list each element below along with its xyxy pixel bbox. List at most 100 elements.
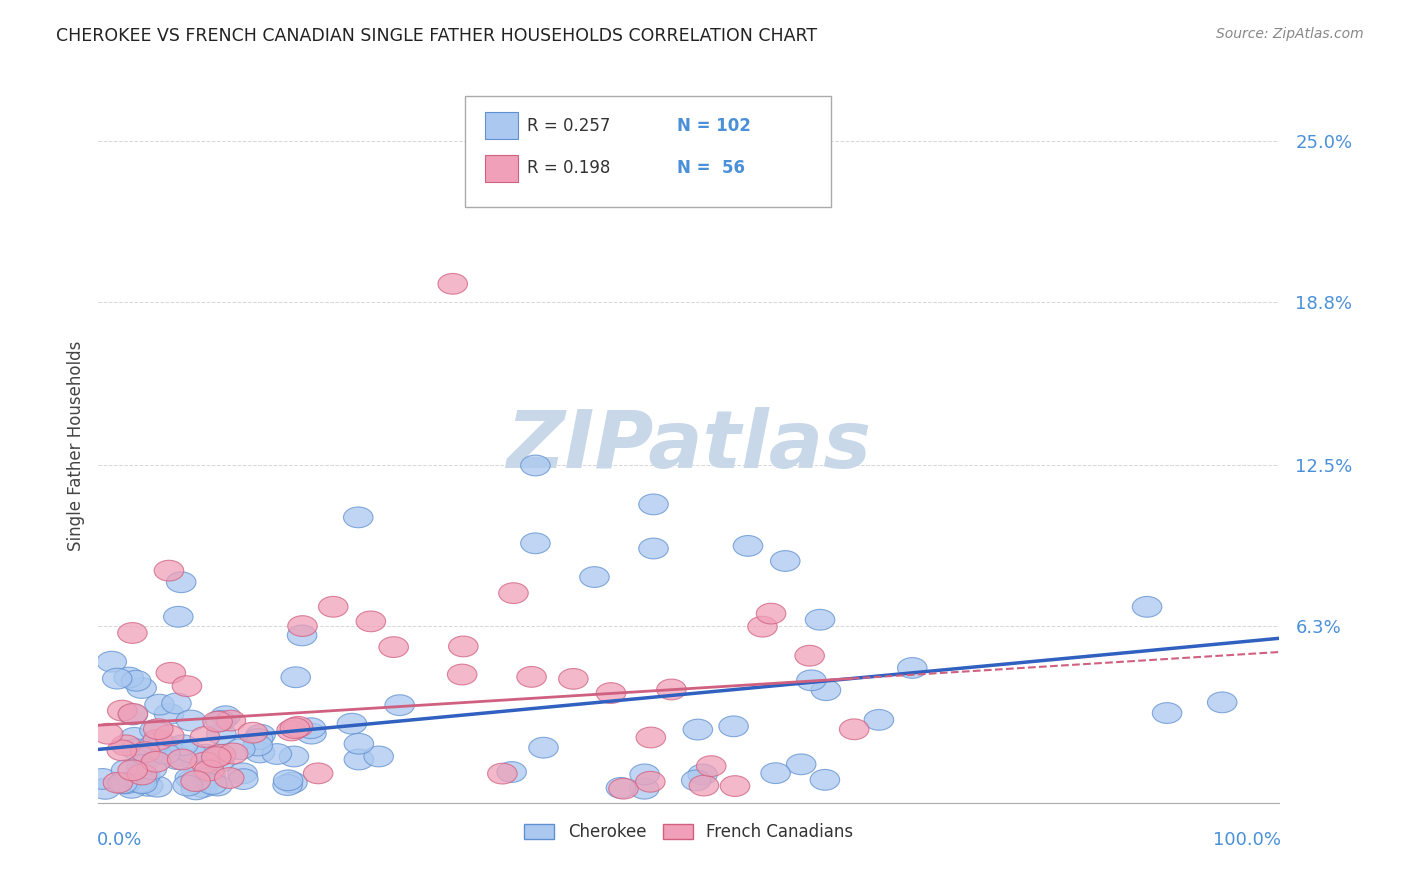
Ellipse shape	[319, 597, 349, 617]
Ellipse shape	[108, 772, 138, 794]
Ellipse shape	[152, 737, 181, 757]
Ellipse shape	[734, 535, 763, 557]
Ellipse shape	[810, 770, 839, 790]
Ellipse shape	[225, 739, 254, 760]
Ellipse shape	[297, 718, 326, 739]
Ellipse shape	[277, 772, 307, 793]
Ellipse shape	[181, 779, 211, 800]
Ellipse shape	[343, 507, 373, 528]
Ellipse shape	[1153, 703, 1182, 723]
Ellipse shape	[281, 667, 311, 688]
Ellipse shape	[176, 767, 205, 789]
Ellipse shape	[169, 735, 198, 756]
Ellipse shape	[150, 743, 180, 764]
Ellipse shape	[111, 760, 141, 780]
Ellipse shape	[163, 748, 193, 770]
Ellipse shape	[638, 494, 668, 515]
Ellipse shape	[344, 733, 374, 754]
Ellipse shape	[111, 735, 141, 756]
Ellipse shape	[606, 778, 636, 798]
Ellipse shape	[529, 738, 558, 758]
Ellipse shape	[127, 678, 156, 698]
Ellipse shape	[107, 700, 136, 721]
Text: N = 102: N = 102	[678, 117, 751, 135]
Text: CHEROKEE VS FRENCH CANADIAN SINGLE FATHER HOUSEHOLDS CORRELATION CHART: CHEROKEE VS FRENCH CANADIAN SINGLE FATHE…	[56, 27, 817, 45]
Ellipse shape	[114, 667, 143, 688]
Ellipse shape	[202, 746, 232, 766]
Ellipse shape	[103, 668, 132, 689]
Ellipse shape	[127, 755, 156, 775]
Ellipse shape	[696, 756, 725, 776]
Text: Source: ZipAtlas.com: Source: ZipAtlas.com	[1216, 27, 1364, 41]
Ellipse shape	[839, 719, 869, 739]
Ellipse shape	[683, 719, 713, 740]
Ellipse shape	[520, 455, 550, 475]
Ellipse shape	[202, 711, 232, 732]
Ellipse shape	[138, 759, 167, 780]
Ellipse shape	[125, 772, 155, 793]
Ellipse shape	[297, 723, 326, 744]
Ellipse shape	[134, 775, 163, 797]
Ellipse shape	[177, 770, 207, 790]
Ellipse shape	[488, 764, 517, 784]
Ellipse shape	[143, 719, 173, 739]
Ellipse shape	[638, 538, 668, 559]
Ellipse shape	[176, 742, 205, 763]
Ellipse shape	[211, 706, 240, 727]
Ellipse shape	[682, 770, 711, 791]
Ellipse shape	[770, 550, 800, 572]
Ellipse shape	[262, 744, 291, 764]
Ellipse shape	[141, 751, 170, 772]
Ellipse shape	[163, 607, 193, 627]
Ellipse shape	[718, 716, 748, 737]
Ellipse shape	[190, 727, 219, 747]
Legend: Cherokee, French Canadians: Cherokee, French Canadians	[517, 817, 860, 848]
Ellipse shape	[284, 716, 314, 737]
Ellipse shape	[217, 710, 246, 731]
Ellipse shape	[118, 760, 148, 780]
Ellipse shape	[517, 666, 547, 687]
Ellipse shape	[439, 274, 468, 294]
Ellipse shape	[748, 616, 778, 637]
Ellipse shape	[121, 739, 150, 760]
Text: 0.0%: 0.0%	[97, 831, 142, 849]
Ellipse shape	[499, 582, 529, 604]
Ellipse shape	[145, 694, 174, 715]
Y-axis label: Single Father Households: Single Father Households	[66, 341, 84, 551]
Ellipse shape	[117, 778, 146, 798]
Ellipse shape	[596, 682, 626, 704]
Text: R = 0.198: R = 0.198	[527, 160, 610, 178]
Ellipse shape	[87, 769, 117, 789]
Ellipse shape	[364, 746, 394, 767]
Ellipse shape	[93, 723, 122, 744]
Ellipse shape	[191, 768, 221, 789]
Ellipse shape	[273, 770, 302, 790]
Text: ZIPatlas: ZIPatlas	[506, 407, 872, 485]
Ellipse shape	[897, 657, 927, 678]
Ellipse shape	[127, 760, 156, 780]
Ellipse shape	[201, 747, 231, 767]
Ellipse shape	[118, 704, 148, 724]
Ellipse shape	[243, 735, 273, 756]
Ellipse shape	[155, 560, 184, 581]
Ellipse shape	[447, 665, 477, 685]
Ellipse shape	[194, 760, 224, 780]
Ellipse shape	[380, 637, 409, 657]
Ellipse shape	[238, 723, 267, 743]
Ellipse shape	[273, 774, 302, 796]
Ellipse shape	[202, 775, 232, 796]
Ellipse shape	[155, 725, 184, 746]
Ellipse shape	[287, 625, 316, 646]
Ellipse shape	[636, 727, 665, 747]
Ellipse shape	[90, 779, 120, 799]
Ellipse shape	[636, 772, 665, 792]
Ellipse shape	[609, 779, 638, 799]
Ellipse shape	[797, 670, 827, 690]
Ellipse shape	[166, 572, 195, 592]
Ellipse shape	[195, 764, 225, 784]
Ellipse shape	[190, 752, 219, 772]
Ellipse shape	[120, 728, 149, 748]
Text: N =  56: N = 56	[678, 160, 745, 178]
Bar	[485, 112, 517, 139]
Ellipse shape	[811, 680, 841, 700]
